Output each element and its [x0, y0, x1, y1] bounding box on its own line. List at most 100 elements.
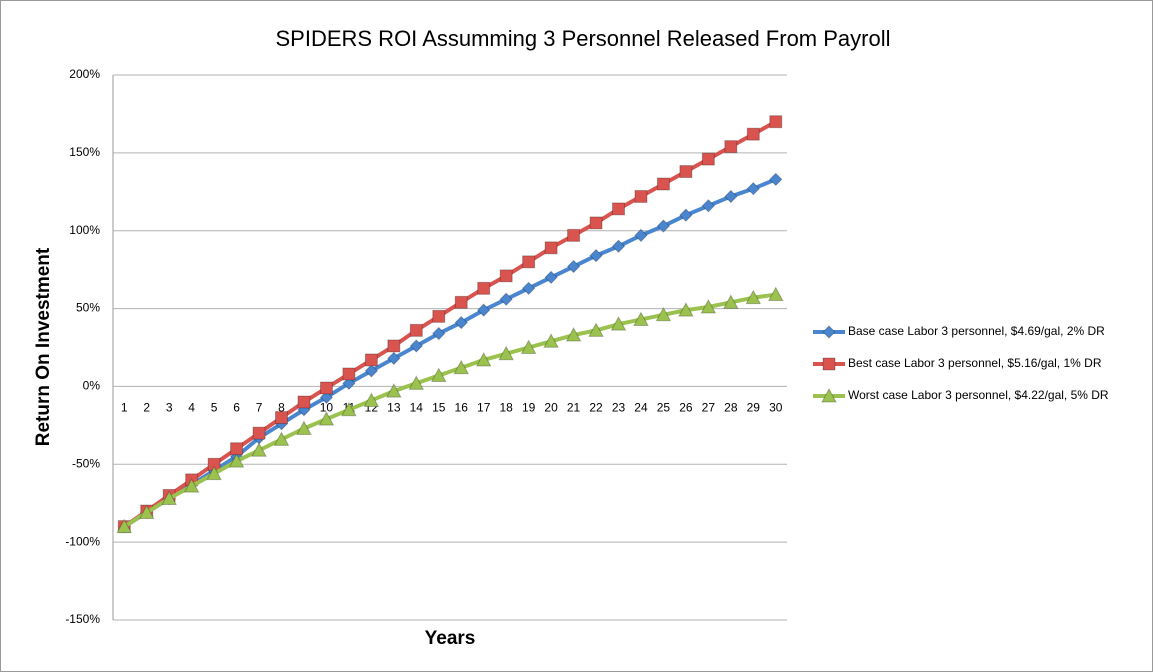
- marker: [319, 381, 333, 395]
- marker: [319, 390, 334, 405]
- marker: [275, 411, 288, 425]
- marker: [408, 375, 425, 390]
- marker: [409, 323, 423, 337]
- x-tick-label: 16: [455, 401, 469, 415]
- marker: [634, 189, 648, 203]
- marker: [251, 442, 267, 457]
- marker: [161, 490, 178, 506]
- marker: [387, 351, 401, 366]
- marker: [499, 269, 513, 283]
- marker: [679, 165, 693, 179]
- marker: [544, 270, 558, 285]
- y-tick-label: 0%: [83, 379, 101, 393]
- y-tick-label: 150%: [69, 145, 100, 159]
- marker: [589, 216, 603, 230]
- x-tick-label: 21: [567, 401, 581, 415]
- x-axis-title: Years: [425, 628, 476, 649]
- x-tick-label: 4: [188, 401, 195, 415]
- y-tick-label: 200%: [69, 67, 100, 81]
- marker: [746, 181, 761, 196]
- x-tick-label: 23: [612, 401, 626, 415]
- marker: [769, 172, 783, 187]
- marker: [296, 420, 312, 435]
- x-tick-label: 10: [320, 401, 334, 415]
- marker: [565, 326, 582, 342]
- marker: [655, 306, 672, 322]
- marker: [228, 453, 245, 468]
- marker: [477, 281, 491, 295]
- x-tick-label: 22: [589, 401, 603, 415]
- marker: [701, 199, 716, 213]
- marker: [475, 351, 492, 367]
- marker: [432, 309, 446, 323]
- legend-label: Worst case Labor 3 personnel, $4.22/gal,…: [848, 388, 1109, 402]
- marker: [297, 395, 311, 409]
- marker: [385, 383, 402, 398]
- legend-label: Base case Labor 3 personnel, $4.69/gal, …: [848, 324, 1105, 338]
- y-axis-title: Return On Investment: [33, 247, 54, 446]
- x-tick-label: 28: [724, 401, 738, 415]
- marker: [543, 333, 559, 348]
- x-tick-label: 1: [121, 401, 128, 415]
- marker: [612, 202, 625, 216]
- marker: [567, 228, 581, 242]
- marker: [183, 478, 200, 493]
- x-tick-label: 3: [166, 401, 173, 415]
- marker: [522, 255, 536, 269]
- marker: [430, 367, 447, 383]
- x-tick-label: 30: [769, 401, 783, 415]
- marker: [745, 289, 762, 305]
- marker: [678, 302, 694, 317]
- marker: [611, 239, 626, 253]
- marker: [363, 392, 380, 407]
- legend-marker: [822, 357, 836, 371]
- x-tick-label: 13: [387, 401, 401, 415]
- marker: [116, 518, 133, 534]
- marker: [454, 295, 468, 309]
- y-tick-label: -100%: [65, 534, 100, 548]
- y-tick-label: 100%: [69, 223, 100, 237]
- marker: [409, 339, 424, 353]
- marker: [453, 359, 470, 375]
- x-tick-label: 17: [477, 401, 491, 415]
- x-tick-label: 29: [747, 401, 761, 415]
- y-tick-label: 50%: [76, 301, 100, 315]
- marker: [498, 345, 515, 361]
- marker: [318, 411, 335, 426]
- marker: [476, 303, 491, 317]
- marker: [722, 294, 739, 309]
- marker: [454, 315, 468, 330]
- marker: [342, 376, 356, 391]
- marker: [499, 292, 513, 306]
- marker: [589, 248, 603, 263]
- x-tick-label: 26: [679, 401, 693, 415]
- marker: [633, 311, 649, 326]
- x-tick-label: 5: [211, 401, 218, 415]
- x-tick-label: 15: [432, 401, 446, 415]
- marker: [610, 316, 627, 331]
- marker: [724, 189, 738, 204]
- x-tick-label: 14: [410, 401, 424, 415]
- marker: [656, 177, 670, 191]
- x-tick-label: 27: [702, 401, 716, 415]
- marker: [387, 339, 401, 353]
- x-tick-label: 8: [278, 401, 285, 415]
- y-tick-label: -150%: [65, 612, 100, 626]
- x-tick-label: 24: [634, 401, 648, 415]
- marker: [364, 353, 378, 367]
- chart-title: SPIDERS ROI Assumming 3 Personnel Releas…: [275, 26, 890, 51]
- marker: [724, 140, 738, 154]
- legend-marker: [822, 325, 836, 339]
- x-tick-label: 7: [256, 401, 263, 415]
- x-tick-label: 6: [233, 401, 240, 415]
- marker: [364, 364, 379, 378]
- marker: [769, 115, 783, 129]
- marker: [521, 281, 536, 296]
- marker: [701, 152, 715, 166]
- marker: [206, 465, 222, 481]
- marker: [588, 322, 604, 337]
- marker: [700, 298, 717, 314]
- marker: [679, 208, 693, 222]
- y-tick-label: -50%: [72, 456, 100, 470]
